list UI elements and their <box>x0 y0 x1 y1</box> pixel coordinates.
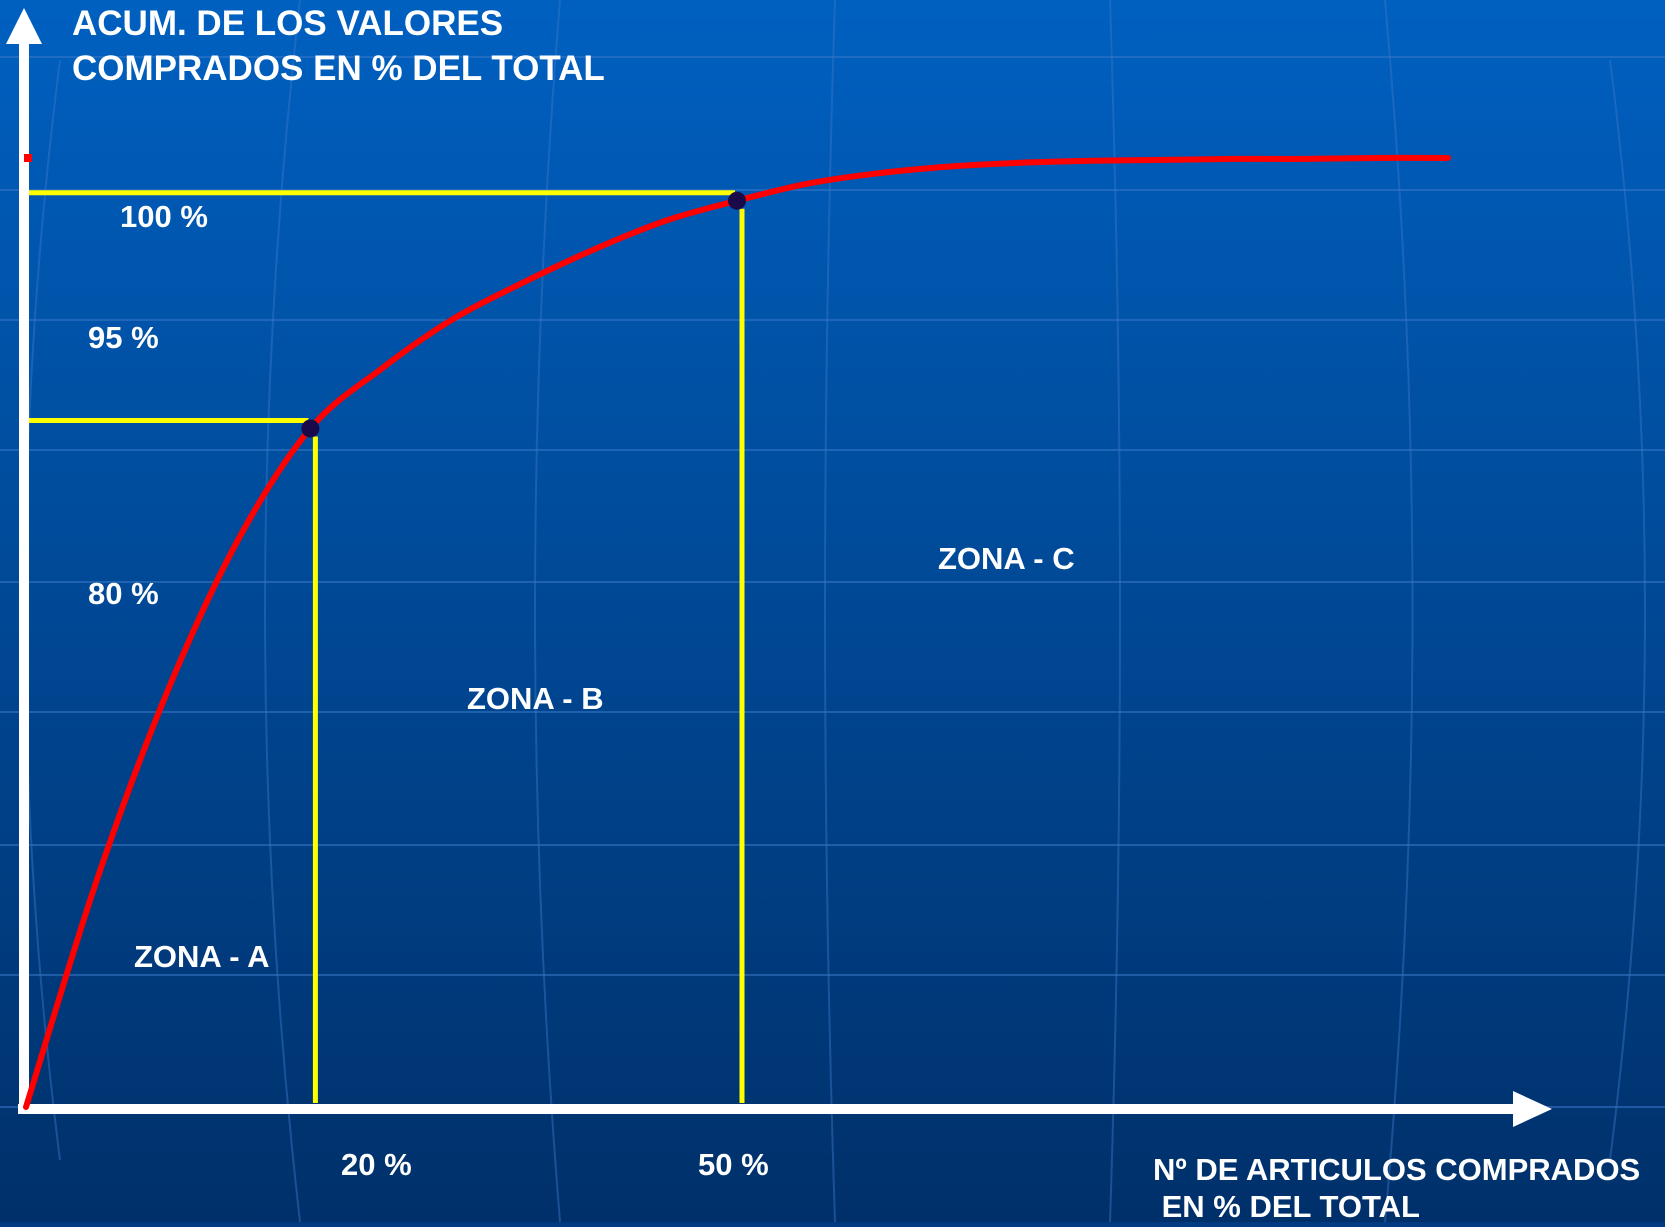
zone-c-label: ZONA - C <box>938 541 1075 576</box>
curve-marker-20 <box>301 419 320 438</box>
x-tick-label-50: 50 % <box>698 1147 769 1182</box>
y-axis-arrowhead <box>6 8 42 44</box>
cumulative-curve <box>23 154 1451 1110</box>
y-tick-label-100: 100 % <box>120 199 208 234</box>
x-axis-label-line-2: EN % DEL TOTAL <box>1153 1189 1420 1222</box>
zone-a-label: ZONA - A <box>134 939 269 974</box>
x-axis-label-line-1: Nº DE ARTICULOS COMPRADOS <box>1153 1152 1640 1187</box>
y-axis-top-tick <box>24 154 32 162</box>
y-tick-label-95: 95 % <box>88 320 159 355</box>
grid-meridian-1 <box>534 0 561 1223</box>
x-tick-label-20: 20 % <box>341 1147 412 1182</box>
chart-axes <box>6 8 1552 1127</box>
grid-meridian-6 <box>1609 59 1646 1161</box>
y-axis-label-line-2: COMPRADOS EN % DEL TOTAL <box>72 49 605 88</box>
zone-b-label: ZONA - B <box>467 681 604 716</box>
y-axis-label-line-1: ACUM. DE LOS VALORES <box>72 4 503 43</box>
x-axis-arrowhead <box>1513 1091 1552 1127</box>
zone-guide-lines <box>26 190 745 1103</box>
curve-markers <box>301 191 746 438</box>
grid-meridian-4 <box>1384 0 1414 1223</box>
curve-marker-50 <box>728 191 746 210</box>
grid-meridian-0 <box>264 0 301 1223</box>
y-tick-label-80: 80 % <box>88 576 159 611</box>
grid-meridian-3 <box>1109 0 1121 1223</box>
